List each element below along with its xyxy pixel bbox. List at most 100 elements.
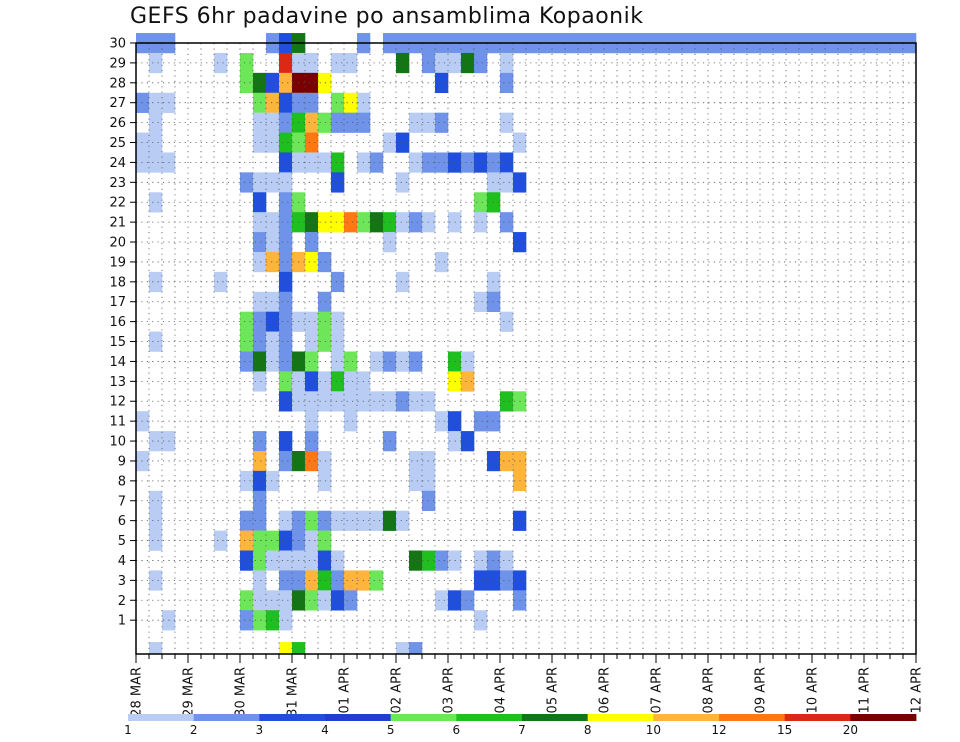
heatmap-cell	[292, 642, 306, 655]
grid-lines	[136, 42, 916, 654]
heatmap-cell	[136, 451, 150, 472]
heatmap-cell	[344, 411, 358, 432]
heatmap-cell	[279, 132, 293, 153]
heatmap-cell	[487, 451, 501, 472]
heatmap-cell	[409, 451, 423, 472]
heatmap-cell	[383, 351, 397, 372]
y-tick-label: 27	[109, 96, 126, 111]
heatmap-cell	[266, 92, 280, 113]
heatmap-cell	[435, 411, 449, 432]
heatmap-cell	[266, 470, 280, 492]
heatmap-cell	[279, 251, 293, 273]
heatmap-cell	[279, 291, 293, 312]
heatmap-cell	[344, 371, 358, 392]
heatmap-cell	[331, 371, 345, 392]
y-tick-label: 19	[109, 255, 126, 270]
heatmap-cell	[344, 570, 358, 591]
heatmap-cell	[396, 391, 410, 412]
heatmap-cell	[240, 590, 254, 611]
colorbar-label: 8	[584, 723, 592, 737]
heatmap-cell	[279, 331, 293, 352]
heatmap-cell	[396, 212, 410, 233]
heatmap-cell	[318, 530, 332, 551]
y-tick-label: 20	[109, 236, 126, 251]
y-tick-label: 9	[118, 454, 126, 469]
heatmap-cell	[500, 311, 514, 332]
heatmap-cell	[383, 510, 397, 531]
heatmap-cell	[435, 112, 449, 133]
heatmap-cell	[461, 371, 475, 392]
heatmap-cell	[370, 570, 384, 591]
heatmap-cell	[383, 232, 397, 253]
heatmap-cell	[253, 470, 267, 492]
heatmap-cell	[396, 642, 410, 655]
heatmap-cell	[214, 52, 228, 74]
heatmap-cell	[266, 72, 280, 94]
heatmap-cell	[240, 52, 254, 74]
heatmap-cell	[279, 112, 293, 133]
heatmap-cell	[331, 172, 345, 193]
heatmap-cell	[409, 112, 423, 133]
heatmap-cell	[474, 152, 488, 173]
heatmap-cell	[370, 391, 384, 412]
heatmap-cell	[253, 251, 267, 273]
heatmap-cell	[253, 291, 267, 312]
heatmap-cell	[344, 391, 358, 412]
heatmap-cell	[149, 431, 163, 452]
heatmap-cell	[331, 570, 345, 591]
heatmap-cell	[305, 311, 319, 332]
heatmap-cell	[266, 550, 280, 571]
y-tick-label: 7	[118, 494, 126, 509]
x-tick-label: 07 APR	[650, 667, 665, 713]
heatmap-cell	[383, 391, 397, 412]
chart-title: GEFS 6hr padavine po ansamblima Kopaonik	[130, 4, 644, 29]
heatmap-cell	[240, 311, 254, 332]
colorbar-swatch	[128, 714, 195, 721]
heatmap-cell	[305, 232, 319, 253]
heatmap-cell	[435, 52, 449, 74]
heatmap-cell	[383, 431, 397, 452]
heatmap-cell	[318, 212, 332, 233]
heatmap-cell	[318, 311, 332, 332]
heatmap-cell	[253, 610, 267, 631]
heatmap-cell	[149, 530, 163, 551]
heatmap-cell	[253, 331, 267, 352]
colorbar-label: 10	[646, 723, 661, 737]
heatmap-cell	[318, 470, 332, 492]
colorbar-swatch	[456, 714, 523, 721]
heatmap-cell	[149, 92, 163, 113]
heatmap-cell	[149, 642, 163, 655]
heatmap-cell	[240, 172, 254, 193]
heatmap-cell	[279, 590, 293, 611]
heatmap-cell	[474, 570, 488, 591]
heatmap-cell	[305, 530, 319, 551]
heatmap-cell	[305, 331, 319, 352]
heatmap-cell	[474, 411, 488, 432]
heatmap-cell	[370, 212, 384, 233]
heatmap-cell	[305, 251, 319, 273]
heatmap-cell	[487, 271, 501, 293]
heatmap-cell	[279, 52, 293, 74]
heatmap-cell	[396, 510, 410, 531]
heatmap-cell	[253, 530, 267, 551]
heatmap-cell	[318, 510, 332, 531]
y-tick-label: 16	[109, 315, 126, 330]
y-tick-label: 1	[118, 614, 126, 629]
heatmap-cell	[253, 590, 267, 611]
heatmap-cell	[240, 550, 254, 571]
heatmap-cell	[253, 132, 267, 153]
heatmap-cell	[370, 152, 384, 173]
x-tick-label: 11 APR	[858, 667, 873, 713]
heatmap-cell	[253, 192, 267, 213]
heatmap-cell	[318, 391, 332, 412]
heatmap-cell	[305, 411, 319, 432]
heatmap-cell	[500, 72, 514, 94]
heatmap-cell	[344, 52, 358, 74]
heatmap-cell	[487, 570, 501, 591]
heatmap-cell	[279, 550, 293, 571]
heatmap-cell	[149, 152, 163, 173]
y-tick-label: 4	[118, 554, 126, 569]
heatmap-cell	[383, 132, 397, 153]
heatmap-cell	[305, 550, 319, 571]
heatmap-cell	[396, 271, 410, 293]
